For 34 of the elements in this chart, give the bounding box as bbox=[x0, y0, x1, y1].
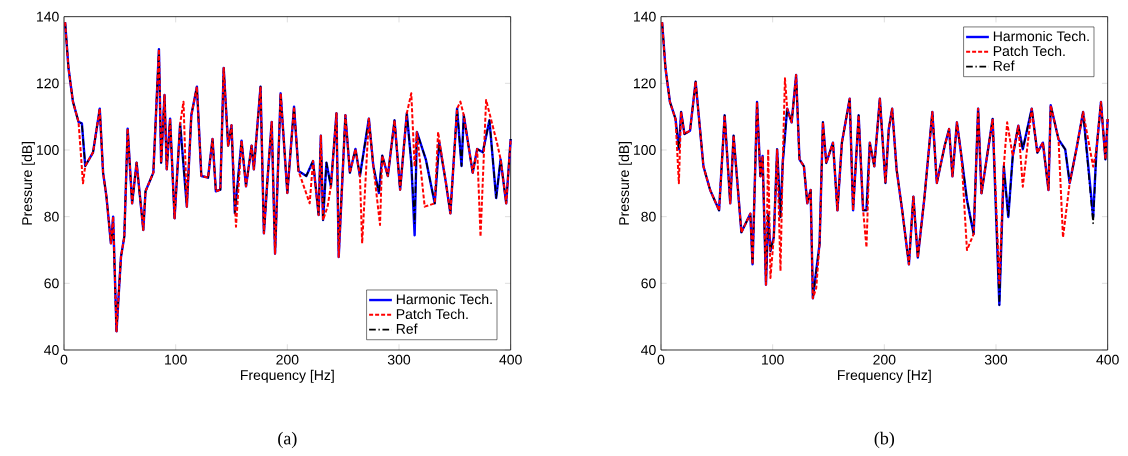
x-tick-label: 200 bbox=[276, 354, 299, 365]
y-tick-label: 40 bbox=[641, 345, 656, 355]
y-tick-label: 100 bbox=[634, 145, 656, 155]
y-tick-label: 60 bbox=[44, 278, 59, 289]
x-tick-label: 300 bbox=[984, 354, 1008, 365]
x-tick-label: 400 bbox=[1096, 354, 1119, 365]
x-tick-label: 200 bbox=[873, 354, 896, 365]
y-tick-label: 120 bbox=[634, 78, 656, 89]
y-tick-label: 140 bbox=[37, 11, 59, 22]
y-tick-label: 140 bbox=[634, 11, 656, 22]
x-tick-label: 0 bbox=[60, 354, 68, 365]
y-tick-label: 60 bbox=[641, 278, 656, 289]
x-tick-label: 100 bbox=[762, 354, 784, 365]
legend-label: Patch Tech. bbox=[396, 308, 468, 320]
y-tick-label: 40 bbox=[44, 345, 59, 355]
y-axis-title: Pressure [dB] bbox=[21, 141, 35, 225]
legend-label: Ref bbox=[993, 60, 1015, 71]
text: (b) bbox=[874, 431, 895, 449]
x-tick-label: 0 bbox=[657, 354, 665, 365]
x-axis-title: Frequency [Hz] bbox=[241, 369, 334, 383]
legend-label: Harmonic Tech. bbox=[396, 293, 492, 305]
y-tick-label: 80 bbox=[641, 211, 656, 222]
y-tick-label: 80 bbox=[44, 211, 59, 222]
x-tick-label: 300 bbox=[387, 354, 411, 365]
x-tick-label: 400 bbox=[499, 354, 522, 365]
legend-label: Patch Tech. bbox=[993, 45, 1065, 57]
x-axis-title: Frequency [Hz] bbox=[838, 369, 931, 383]
x-tick-label: 100 bbox=[165, 354, 187, 365]
text: (a) bbox=[278, 431, 297, 449]
y-tick-label: 100 bbox=[37, 145, 59, 155]
legend-label: Harmonic Tech. bbox=[993, 30, 1089, 42]
legend-label: Ref bbox=[396, 323, 418, 334]
y-axis-title: Pressure [dB] bbox=[618, 141, 632, 225]
y-tick-label: 120 bbox=[37, 78, 59, 89]
